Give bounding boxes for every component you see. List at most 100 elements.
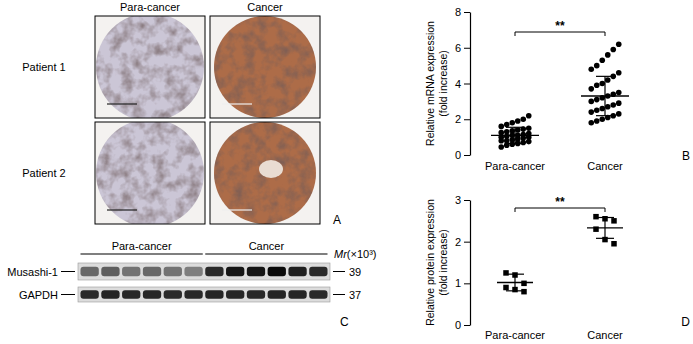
blot-band bbox=[309, 267, 327, 277]
point bbox=[503, 270, 509, 276]
scatter-chart: 02468Relative mRNA expression(fold incre… bbox=[424, 6, 690, 172]
mr-tick bbox=[333, 294, 345, 295]
tissue-core bbox=[96, 122, 204, 224]
y-axis: 02468 bbox=[455, 6, 471, 161]
point bbox=[610, 102, 616, 108]
y-axis: 0 1 2 3 bbox=[455, 194, 471, 331]
blot-band bbox=[309, 290, 327, 298]
tick-label: 0 bbox=[455, 149, 461, 161]
label-tick bbox=[61, 294, 75, 295]
image-frame bbox=[210, 122, 320, 224]
tick: 2 bbox=[455, 113, 470, 125]
scale-bar bbox=[222, 209, 252, 210]
point bbox=[611, 218, 617, 224]
mr-tick bbox=[333, 271, 345, 272]
blot-band bbox=[268, 290, 286, 298]
error-cap bbox=[596, 217, 614, 218]
tick-label: 3 bbox=[455, 194, 461, 206]
point bbox=[504, 129, 510, 135]
point bbox=[520, 116, 526, 122]
axis-line bbox=[470, 201, 471, 326]
axis-line bbox=[470, 13, 471, 156]
error-cap bbox=[506, 290, 524, 291]
blot-band bbox=[247, 267, 265, 277]
blot-band bbox=[288, 290, 306, 298]
tick-mark bbox=[464, 325, 470, 326]
group-line bbox=[80, 253, 202, 254]
point bbox=[588, 99, 594, 105]
blot-band bbox=[164, 267, 182, 277]
point bbox=[605, 104, 611, 110]
point bbox=[616, 70, 622, 76]
point bbox=[594, 108, 600, 114]
protein-label: GAPDH bbox=[19, 289, 58, 301]
tissue-core bbox=[214, 16, 316, 118]
panel-label: A bbox=[333, 213, 341, 227]
point bbox=[515, 118, 521, 124]
tick-mark bbox=[464, 12, 470, 13]
tissue-image bbox=[95, 16, 205, 118]
image-frame bbox=[95, 16, 205, 118]
point bbox=[521, 281, 527, 287]
blot-strip bbox=[78, 263, 330, 280]
panel-a: Para-cancerCancerPatient 1Patient 2A bbox=[22, 1, 341, 227]
protein-label: Musashi-1 bbox=[7, 266, 58, 278]
error-cap bbox=[506, 274, 524, 275]
point bbox=[599, 106, 605, 112]
blot-band bbox=[122, 290, 140, 298]
blot-strip bbox=[78, 287, 330, 302]
point bbox=[593, 214, 599, 220]
tick-label: 0 bbox=[455, 319, 461, 331]
point bbox=[498, 130, 504, 136]
point bbox=[498, 124, 504, 130]
error-cap bbox=[506, 127, 524, 128]
tick-mark bbox=[464, 119, 470, 120]
blot-band bbox=[247, 290, 265, 298]
point bbox=[526, 113, 532, 119]
point bbox=[588, 109, 594, 115]
tick-mark bbox=[464, 48, 470, 49]
point bbox=[594, 82, 600, 88]
image-background bbox=[210, 16, 320, 118]
point bbox=[594, 63, 600, 69]
blot-band bbox=[80, 290, 98, 298]
point bbox=[616, 100, 622, 106]
point bbox=[515, 127, 521, 133]
y-axis-title: (fold increase) bbox=[437, 50, 449, 117]
point bbox=[498, 144, 504, 150]
point bbox=[599, 81, 605, 87]
scatter-chart: 0123Relative protein expression(fold inc… bbox=[424, 194, 690, 341]
category-label: Cancer bbox=[587, 329, 623, 341]
figure: Para-cancerCancerPatient 1Patient 2A Para… bbox=[0, 0, 693, 344]
category-label: Cancer bbox=[587, 160, 623, 172]
point bbox=[605, 52, 611, 58]
column-label: Cancer bbox=[247, 1, 283, 13]
point bbox=[526, 125, 532, 131]
significance-label: ** bbox=[555, 19, 565, 33]
tissue-texture bbox=[96, 122, 204, 224]
tick: 3 bbox=[455, 194, 470, 206]
tick: 1 bbox=[455, 277, 470, 289]
category-label: Para-cancer bbox=[485, 160, 545, 172]
point bbox=[521, 289, 527, 295]
tick-label: 2 bbox=[455, 236, 461, 248]
error-cap bbox=[506, 143, 524, 144]
marks bbox=[491, 41, 629, 149]
point bbox=[616, 90, 622, 96]
error-cap bbox=[596, 238, 614, 239]
tick-mark bbox=[464, 242, 470, 243]
tick: 0 bbox=[455, 149, 470, 161]
error-bar bbox=[514, 127, 515, 143]
marks bbox=[497, 214, 623, 294]
blot-band bbox=[101, 290, 119, 298]
point bbox=[588, 66, 594, 72]
tissue-image bbox=[210, 16, 320, 118]
category-label: Para-cancer bbox=[485, 329, 545, 341]
point bbox=[509, 128, 515, 134]
tissue-texture bbox=[214, 122, 316, 224]
tick-mark bbox=[464, 200, 470, 201]
point bbox=[610, 47, 616, 53]
mr-value: 39 bbox=[349, 266, 361, 278]
blot-band bbox=[226, 267, 244, 277]
tick-label: 2 bbox=[455, 113, 461, 125]
